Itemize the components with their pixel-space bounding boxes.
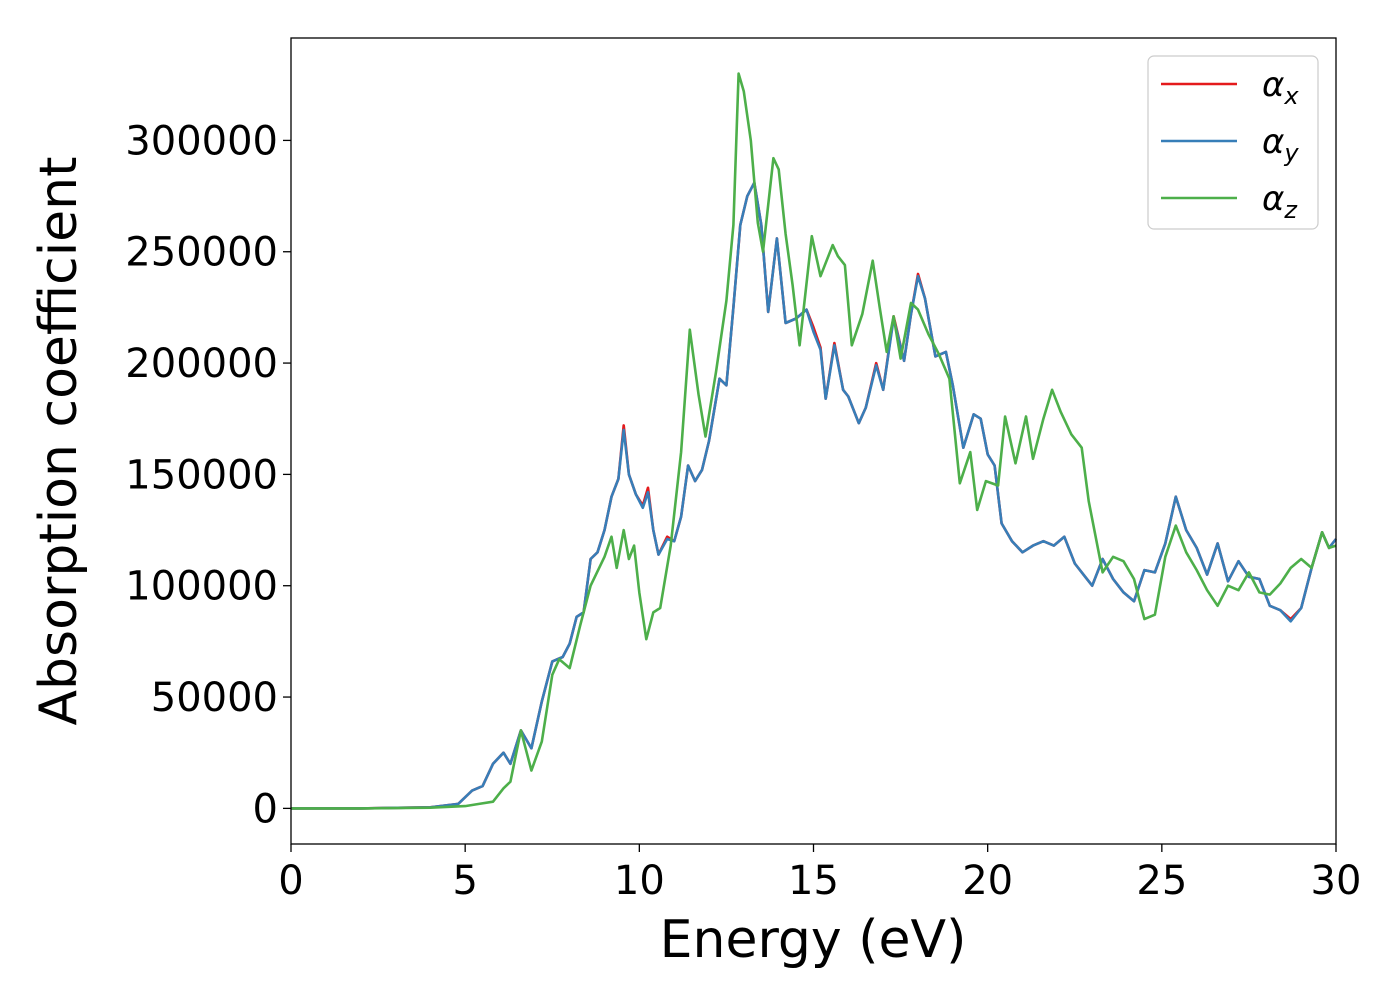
legend-label-base: α — [1262, 65, 1284, 105]
x-tick-label: 15 — [788, 858, 839, 904]
legend-label-alpha-z: αz — [1262, 179, 1298, 224]
y-tick-label: 0 — [253, 786, 278, 832]
legend-label-subscript: x — [1283, 82, 1299, 110]
y-tick-label: 200000 — [125, 341, 278, 387]
x-tick-label: 25 — [1136, 858, 1187, 904]
x-tick-label: 5 — [452, 858, 477, 904]
series-layer — [291, 72, 1338, 810]
y-axis: 0 50000 100000 150000 200000 250000 300000 — [125, 118, 291, 832]
legend-box — [1147, 55, 1319, 230]
y-tick-label: 250000 — [125, 230, 278, 276]
x-axis: 0 5 10 15 20 25 30 — [278, 844, 1361, 904]
legend-label-base: α — [1262, 179, 1284, 219]
x-axis-label: Energy (eV) — [660, 910, 967, 970]
series-line-alpha-z — [291, 72, 1337, 810]
legend-label-base: α — [1262, 122, 1284, 162]
y-axis-label: Absorption coefficient — [29, 156, 89, 725]
legend-label-alpha-y: αy — [1262, 122, 1299, 167]
series-line-alpha-y — [291, 181, 1338, 810]
x-tick-label: 20 — [962, 858, 1013, 904]
y-tick-label: 100000 — [125, 564, 278, 610]
y-tick-label: 50000 — [151, 675, 278, 721]
y-tick-label: 300000 — [125, 118, 278, 164]
x-tick-label: 30 — [1311, 858, 1362, 904]
x-tick-label: 0 — [278, 858, 303, 904]
legend-label-alpha-x: αx — [1262, 65, 1299, 110]
x-tick-label: 10 — [614, 858, 665, 904]
legend-label-subscript: z — [1283, 196, 1298, 224]
y-tick-label: 150000 — [125, 452, 278, 498]
legend-label-subscript: y — [1283, 139, 1299, 167]
